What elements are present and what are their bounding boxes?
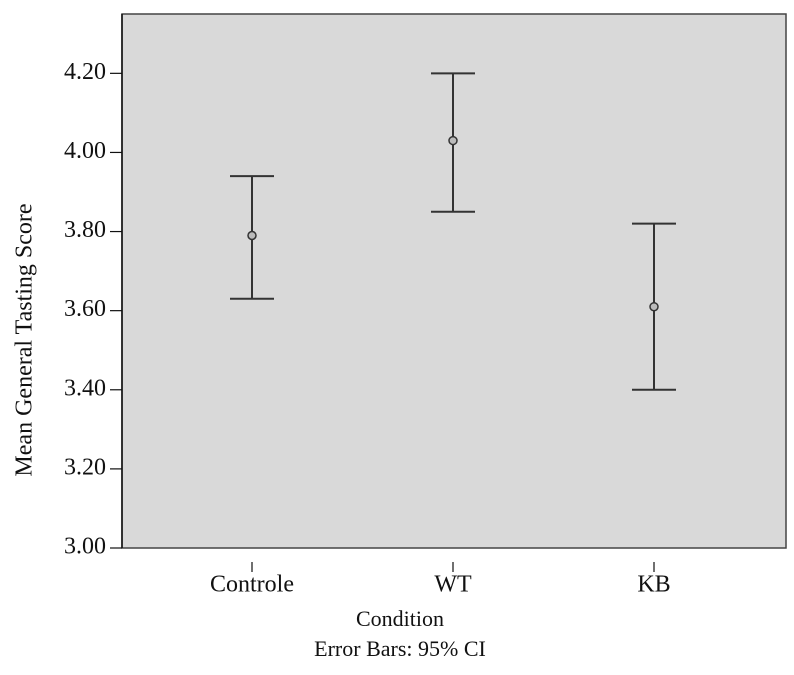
y-tick-label: 4.20 bbox=[64, 59, 106, 85]
y-tick-label: 3.80 bbox=[64, 217, 106, 243]
mean-point bbox=[247, 230, 257, 241]
y-tick-label: 3.40 bbox=[64, 375, 106, 401]
y-tick-label: 4.00 bbox=[64, 138, 106, 164]
y-tick-label: 3.60 bbox=[64, 296, 106, 322]
x-tick-label: KB bbox=[637, 572, 670, 598]
x-tick-label: WT bbox=[434, 572, 472, 598]
y-tick-label: 3.00 bbox=[64, 534, 106, 560]
y-tick-label: 3.20 bbox=[64, 454, 106, 480]
x-tick-label: Controle bbox=[210, 572, 294, 598]
y-axis-label: Mean General Tasting Score bbox=[12, 203, 38, 476]
mean-point bbox=[448, 135, 458, 146]
note: Error Bars: 95% CI bbox=[314, 636, 486, 661]
x-axis-label: Condition bbox=[356, 606, 444, 631]
mean-point bbox=[649, 301, 659, 312]
